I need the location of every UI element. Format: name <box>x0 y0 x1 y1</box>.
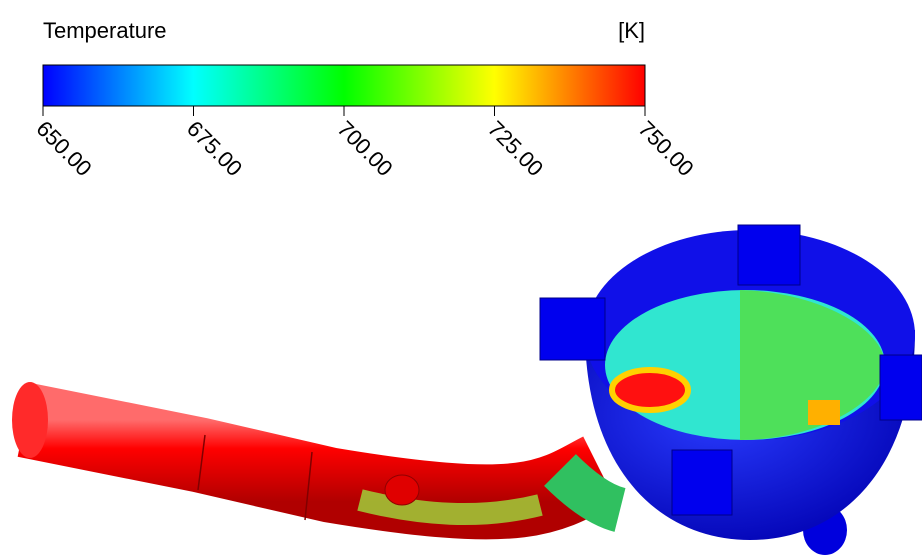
tab <box>738 225 800 285</box>
scene: Temperature [K] 650.00 675.00 700.00 725.00… <box>0 0 922 556</box>
pipe-neck <box>560 470 620 510</box>
pipe <box>25 420 600 502</box>
colorbar-unit: [K] <box>618 18 645 43</box>
model <box>12 225 922 555</box>
tick-label: 750.00 <box>633 116 698 181</box>
tick-label: 650.00 <box>31 116 96 181</box>
tick-label: 675.00 <box>182 116 247 181</box>
tick-label: 725.00 <box>483 116 548 181</box>
boss <box>385 475 419 505</box>
tab <box>672 450 732 515</box>
colorbar-title: Temperature <box>43 18 167 43</box>
hot-spot <box>612 370 688 410</box>
tab <box>880 355 922 420</box>
tick-label: 700.00 <box>332 116 397 181</box>
tab <box>540 298 605 360</box>
pipe-end <box>12 382 48 458</box>
colorbar <box>43 65 645 106</box>
warm-patch <box>808 400 840 425</box>
